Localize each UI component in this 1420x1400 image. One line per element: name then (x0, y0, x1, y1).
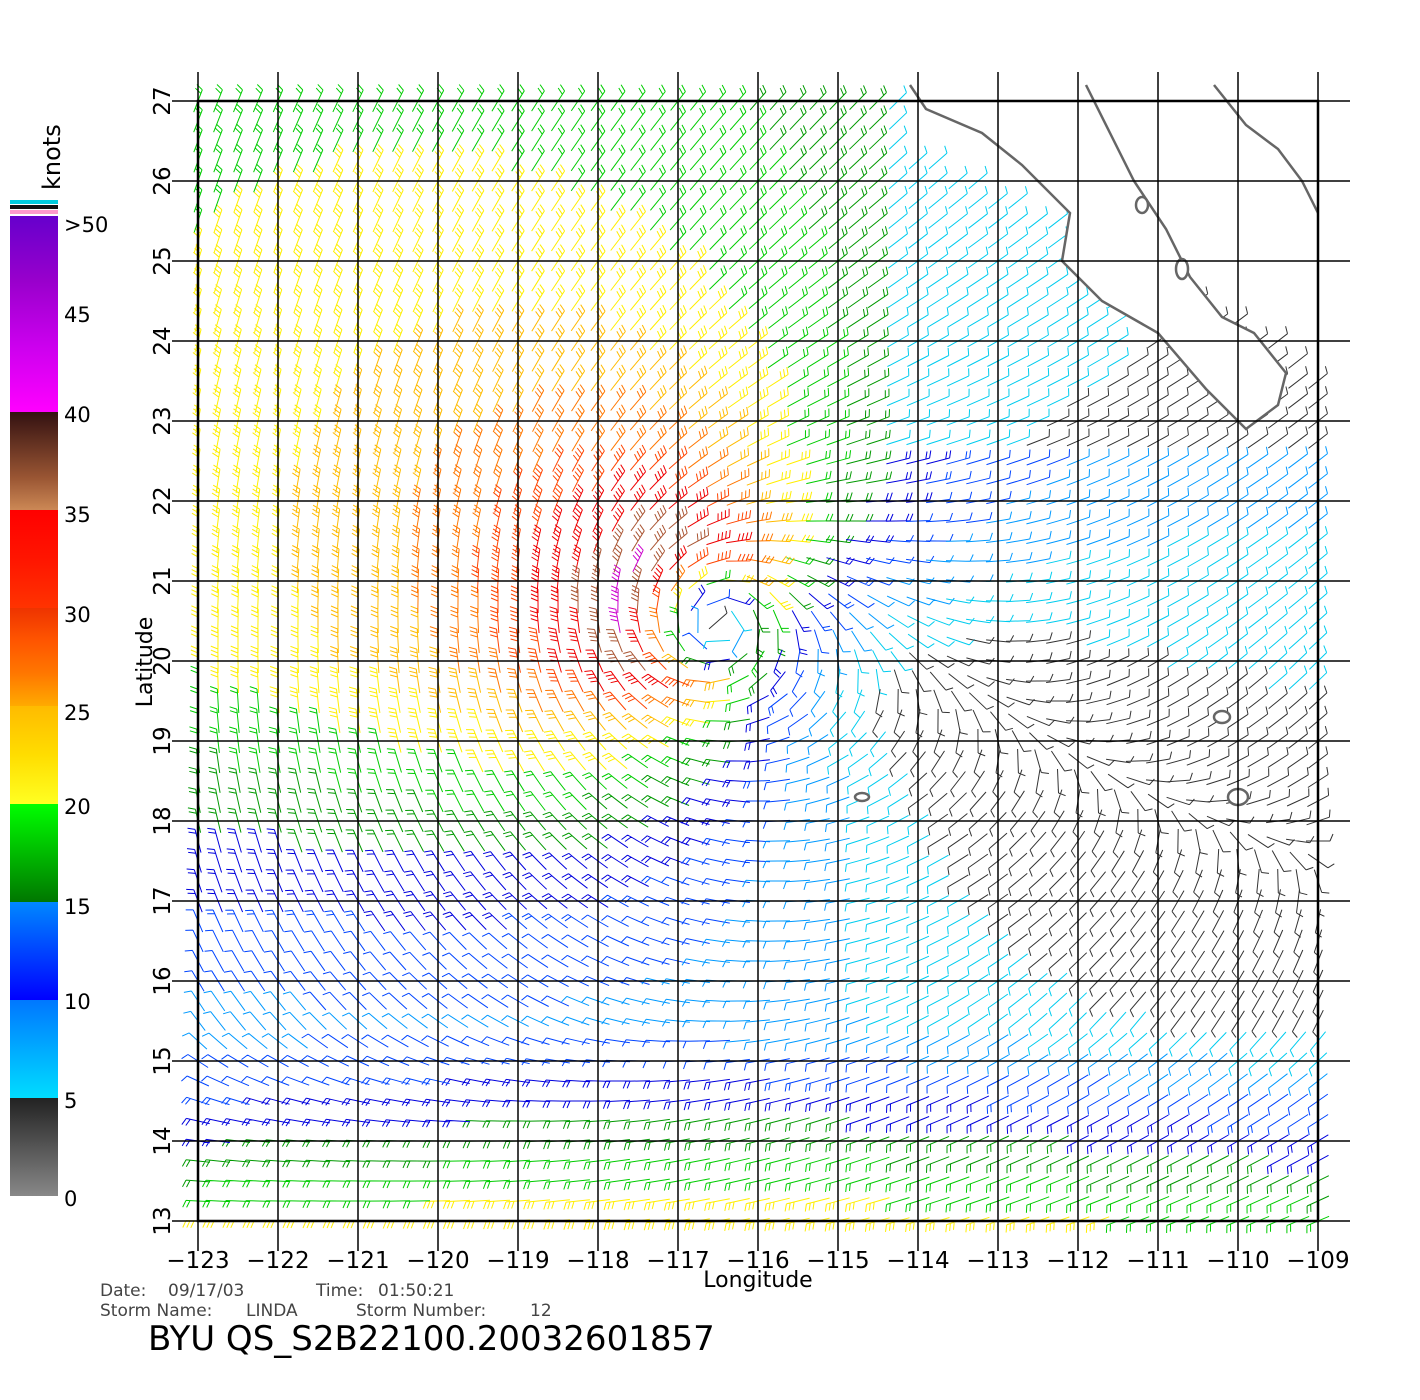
colorbar-tick-label: 20 (64, 795, 91, 819)
colorbar-tick-label: 25 (64, 701, 91, 725)
colorbar-cap-stripe (10, 210, 58, 214)
latitude-tick-label: 22 (150, 486, 176, 515)
latitude-tick-label: 13 (150, 1206, 176, 1235)
latitude-tick-label: 21 (150, 566, 176, 595)
colorbar-tick-label: 5 (64, 1089, 77, 1113)
storm-name-value: LINDA (246, 1301, 298, 1321)
map-frame (196, 99, 1320, 1223)
x-axis-title: Longitude (703, 1268, 812, 1293)
time-value: 01:50:21 (378, 1281, 454, 1301)
colorbar-band (10, 608, 58, 706)
longitude-tick-label: −122 (246, 1248, 309, 1274)
latitude-tick-labels: 13 14 15 16 17 18 19 20 21 22 23 24 25 26 27 (150, 86, 176, 1235)
longitude-tick-label: −113 (966, 1248, 1029, 1274)
colorbar-unit-label: knots (38, 124, 66, 190)
colorbar-tick-label: 30 (64, 603, 91, 627)
colorbar-tick-label: 15 (64, 895, 91, 919)
colorbar-tick-label: 35 (64, 503, 91, 527)
longitude-tick-label: −117 (646, 1248, 709, 1274)
latitude-tick-label: 18 (150, 806, 176, 835)
colorbar-band (10, 1098, 58, 1196)
colorbar-band (10, 902, 58, 1000)
colorbar-band (10, 510, 58, 608)
time-label: Time: (315, 1281, 363, 1301)
date-label: Date: (100, 1281, 146, 1301)
product-title: BYU QS_S2B22100.20032601857 (148, 1319, 715, 1359)
colorbar-cap-stripe (10, 200, 58, 204)
colorbar-band (10, 1000, 58, 1098)
colorbar-band (10, 216, 58, 412)
longitude-tick-label: −110 (1206, 1248, 1269, 1274)
latitude-tick-label: 24 (150, 326, 176, 355)
colorbar-tick-label: 40 (64, 403, 91, 427)
y-axis-title: Latitude (133, 617, 158, 708)
baja-peninsula-coastline (908, 84, 1288, 431)
longitude-tick-label: −118 (566, 1248, 629, 1274)
storm-number-label: Storm Number: (356, 1301, 486, 1321)
colorbar-tick-label: 10 (64, 990, 91, 1014)
wind-barb-field (181, 84, 1335, 1234)
wind-speed-colorbar (10, 200, 58, 1196)
latitude-tick-label: 20 (150, 646, 176, 675)
wind-barb-group (291, 304, 795, 733)
map-plot-area: −123 −122 −121 −120 −119 −118 −117 −116 −115 −114… (150, 72, 1350, 1274)
latitude-tick-label: 14 (150, 1126, 176, 1155)
wind-barb-group (529, 464, 753, 692)
latitude-tick-label: 16 (150, 966, 176, 995)
island-outline (853, 791, 871, 803)
colorbar-tick-label: 45 (64, 303, 91, 327)
latitude-tick-label: 25 (150, 246, 176, 275)
longitude-tick-label: −120 (406, 1248, 469, 1274)
longitude-tick-label: −115 (806, 1248, 869, 1274)
wind-barb-group (181, 450, 1329, 1175)
wind-barb-group (608, 544, 644, 633)
island-outline (1134, 195, 1150, 215)
storm-name-label: Storm Name: (100, 1301, 212, 1321)
latitude-tick-label: 26 (150, 166, 176, 195)
colorbar-band (10, 706, 58, 804)
wind-barb-group (181, 446, 1328, 1096)
colorbar-band (10, 804, 58, 902)
longitude-tick-label: −123 (166, 1248, 229, 1274)
wind-barb-group (570, 504, 710, 672)
longitude-tick-label: −121 (326, 1248, 389, 1274)
longitude-tick-label: −114 (886, 1248, 949, 1274)
latitude-tick-label: 19 (150, 726, 176, 755)
island-outline (1174, 257, 1190, 281)
longitude-tick-label: −109 (1286, 1248, 1349, 1274)
island-outline (1212, 709, 1232, 725)
latitude-tick-label: 27 (150, 86, 176, 115)
lat-lon-grid (172, 72, 1350, 1251)
footer-metadata: Date: 09/17/03 Time: 01:50:21 Storm Name… (100, 1281, 552, 1321)
longitude-tick-label: −116 (726, 1248, 789, 1274)
storm-number-value: 12 (530, 1301, 552, 1321)
wind-barb-group (410, 384, 775, 713)
longitude-tick-label: −112 (1046, 1248, 1109, 1274)
longitude-tick-labels: −123 −122 −121 −120 −119 −118 −117 −116 −115 −114… (166, 1248, 1349, 1274)
wind-barb-group (181, 449, 1329, 1136)
longitude-tick-label: −111 (1126, 1248, 1189, 1274)
coastline (853, 84, 1320, 807)
colorbar-band (10, 412, 58, 510)
latitude-tick-label: 15 (150, 1046, 176, 1075)
colorbar-cap-stripe (10, 205, 58, 209)
mainland-coastline (1213, 84, 1320, 214)
colorbar-labels: >50 45 40 35 30 25 20 15 10 5 0 (64, 213, 108, 1211)
colorbar-tick-label: 0 (64, 1187, 77, 1211)
latitude-tick-label: 23 (150, 406, 176, 435)
date-value: 09/17/03 (168, 1281, 244, 1301)
latitude-tick-label: 17 (150, 886, 176, 915)
longitude-tick-label: −119 (486, 1248, 549, 1274)
colorbar-tick-label: >50 (64, 213, 108, 237)
